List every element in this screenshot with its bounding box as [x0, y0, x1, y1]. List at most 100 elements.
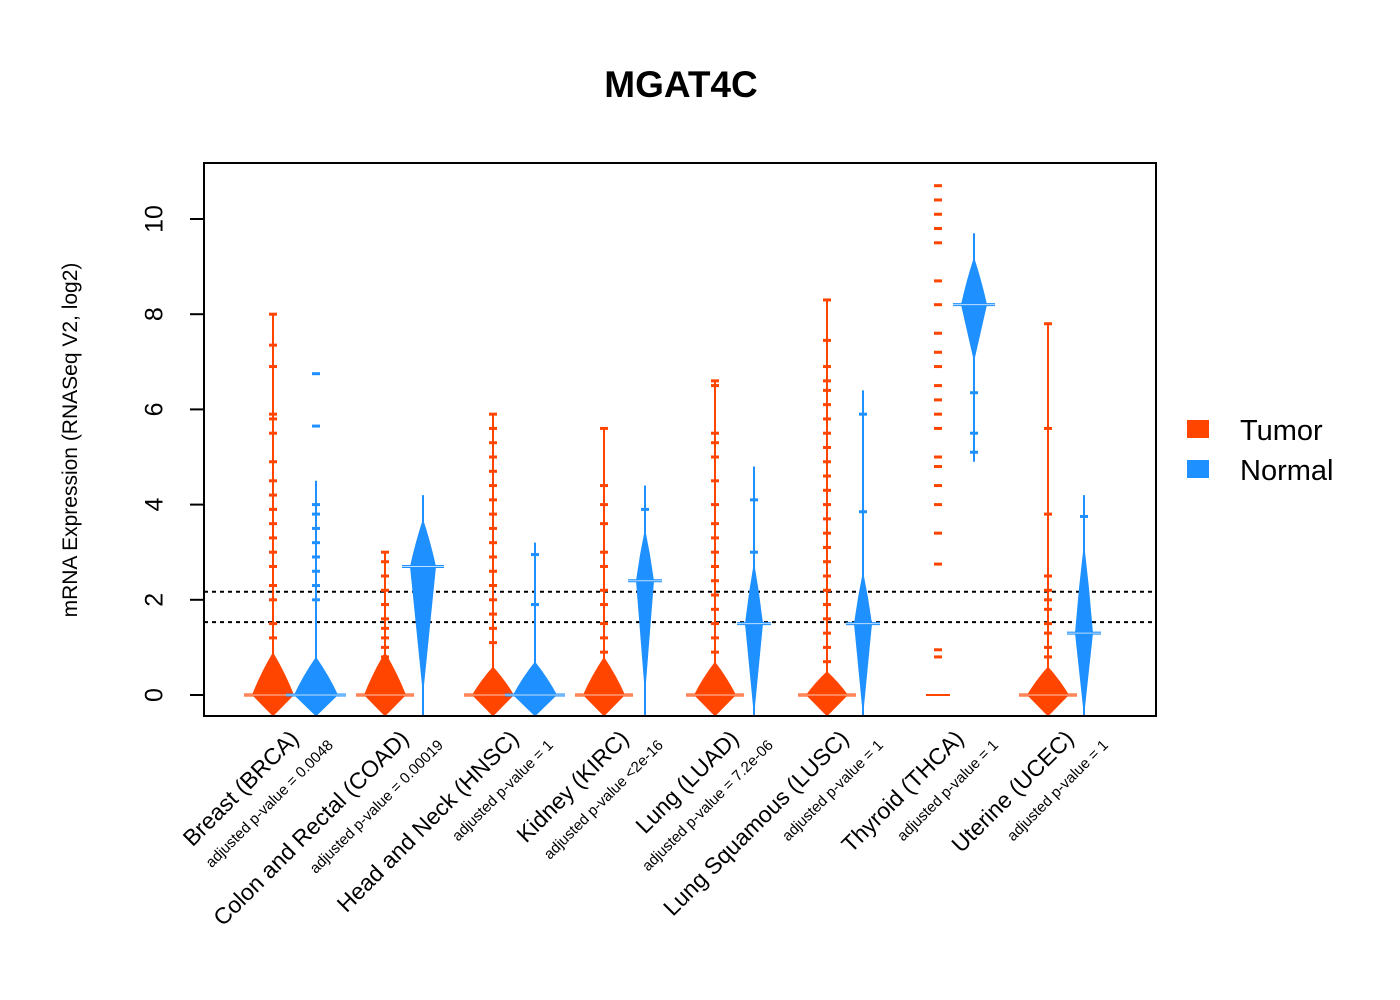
normal-point [970, 391, 978, 395]
tumor-point [711, 522, 719, 526]
category-group [1019, 322, 1101, 717]
tumor-point [1044, 322, 1052, 326]
category-group [356, 495, 444, 717]
tumor-point [823, 365, 831, 369]
tumor-point [489, 584, 497, 588]
tumor-point [269, 417, 277, 421]
plot-frame [203, 162, 1157, 717]
tumor-point [269, 622, 277, 626]
normal-point [859, 510, 867, 514]
category-group [244, 312, 346, 717]
normal-point [1080, 515, 1088, 518]
tumor-point [934, 241, 942, 245]
tumor-point [381, 617, 389, 621]
tumor-point [823, 460, 831, 464]
normal-point [531, 603, 539, 607]
tumor-point [489, 455, 497, 459]
reference-lines [204, 590, 1156, 624]
tumor-point [711, 593, 719, 597]
tumor-violin-body [694, 661, 736, 717]
tumor-violin-body [583, 656, 625, 717]
category-group [575, 426, 662, 717]
tumor-point [600, 426, 608, 430]
chart-title: MGAT4C [604, 64, 757, 105]
tumor-point [489, 512, 497, 516]
category-group [686, 379, 771, 717]
tumor-point [269, 312, 277, 316]
tumor-point [823, 503, 831, 507]
y-tick-label: 4 [141, 498, 169, 512]
tumor-point [269, 507, 277, 511]
tumor-point [823, 517, 831, 521]
normal-point [312, 541, 320, 545]
tumor-point [381, 655, 389, 659]
y-tick-label: 6 [141, 402, 169, 416]
tumor-point [711, 564, 719, 568]
tumor-point [600, 484, 608, 488]
tumor-point [600, 636, 608, 640]
normal-point [970, 431, 978, 435]
tumor-point [823, 603, 831, 607]
legend: Tumor Normal [1187, 415, 1333, 487]
normal-violin-body [1075, 542, 1093, 717]
tumor-violin-body [252, 652, 294, 717]
tumor-point [600, 564, 608, 568]
tumor-point [934, 503, 942, 507]
tumor-point [711, 536, 719, 540]
tumor-point [489, 469, 497, 473]
tumor-point [269, 431, 277, 435]
tumor-point [381, 645, 389, 649]
tumor-point [711, 503, 719, 507]
tumor-violin-body [364, 652, 406, 717]
tumor-point [711, 636, 719, 640]
tumor-point [934, 484, 942, 488]
tumor-point [711, 384, 719, 388]
tumor-point [1044, 598, 1052, 602]
tumor-point [269, 493, 277, 497]
tumor-point [934, 562, 942, 566]
category-group [464, 412, 565, 717]
tumor-point [934, 227, 942, 231]
y-tick-label: 10 [141, 205, 169, 233]
tumor-point [600, 622, 608, 626]
tumor-point [269, 598, 277, 602]
tumor-point [381, 603, 389, 607]
tumor-point [934, 655, 942, 659]
tumor-point [823, 431, 831, 435]
tumor-point [823, 474, 831, 478]
normal-point [312, 598, 320, 602]
normal-point [312, 503, 320, 507]
tumor-point [823, 588, 831, 592]
tumor-point [823, 645, 831, 649]
tumor-point [489, 555, 497, 559]
normal-violin-body [854, 571, 872, 717]
normal-point [970, 450, 978, 454]
tumor-point [489, 541, 497, 545]
tumor-point [1044, 655, 1052, 659]
tumor-point [823, 388, 831, 392]
tumor-point [823, 379, 831, 383]
tumor-point [489, 626, 497, 630]
tumor-point [381, 550, 389, 554]
tumor-point [1044, 512, 1052, 516]
normal-violin-body [294, 656, 338, 717]
normal-point [750, 550, 758, 554]
tumor-point [489, 612, 497, 616]
tumor-point [600, 503, 608, 507]
normal-point [312, 526, 320, 530]
y-tick-label: 8 [141, 307, 169, 321]
tumor-point [823, 417, 831, 421]
tumor-point [269, 584, 277, 588]
normal-violin-body [745, 561, 763, 717]
tumor-point [1044, 426, 1052, 430]
tumor-point [823, 560, 831, 564]
tumor-point [269, 412, 277, 416]
tumor-violin-body [1027, 666, 1069, 717]
normal-point [531, 553, 539, 557]
tumor-point [1044, 631, 1052, 635]
tumor-point [1044, 574, 1052, 578]
tumor-point [600, 550, 608, 554]
tumor-point [934, 212, 942, 216]
tumor-point [489, 484, 497, 488]
